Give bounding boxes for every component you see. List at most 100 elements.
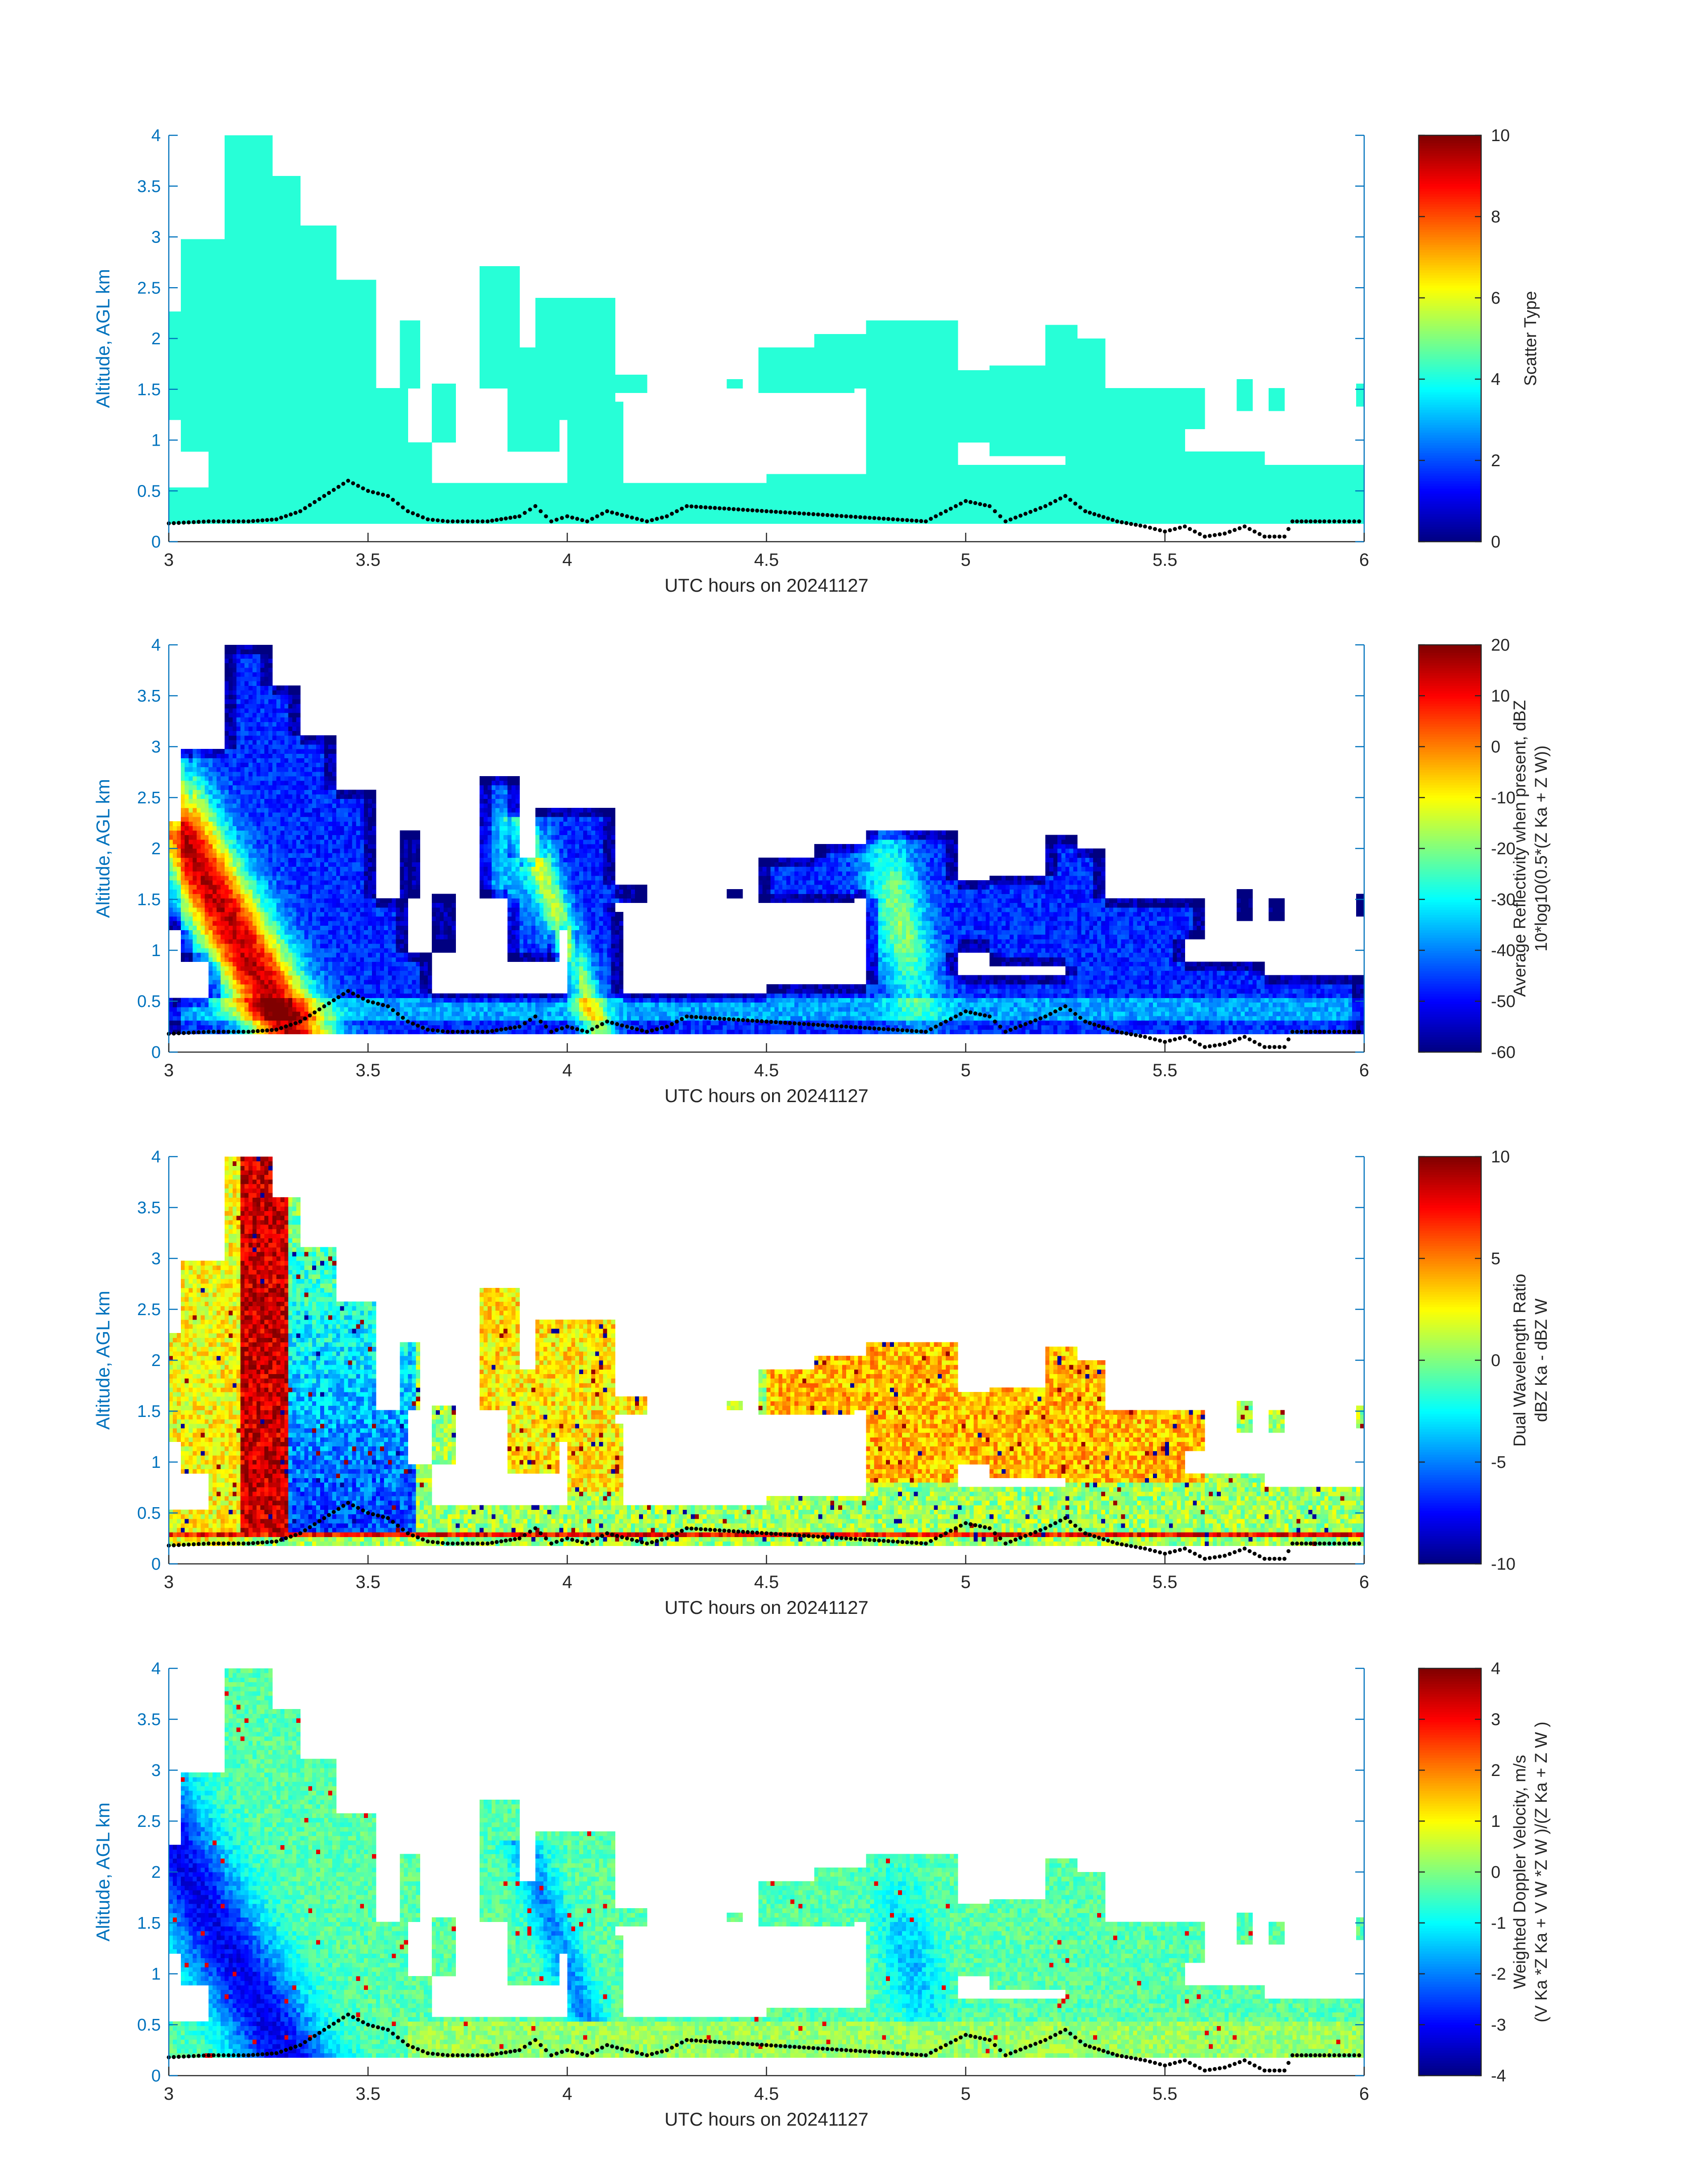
- heatmap-cell: [181, 293, 185, 298]
- heatmap-cell: [280, 492, 285, 497]
- heatmap-cell: [260, 217, 265, 221]
- heatmap-cell: [260, 167, 265, 172]
- heatmap-cell: [280, 483, 285, 488]
- heatmap-cell: [209, 397, 213, 402]
- heatmap-cell: [264, 163, 269, 167]
- heatmap-cell: [260, 460, 265, 465]
- heatmap-cell: [260, 501, 265, 506]
- heatmap-cell: [276, 497, 281, 501]
- heatmap-cell: [200, 298, 205, 303]
- heatmap-cell: [284, 356, 289, 361]
- heatmap-cell: [248, 203, 253, 208]
- heatmap-cell: [200, 397, 205, 402]
- heatmap-cell: [260, 239, 265, 244]
- heatmap-cell: [196, 447, 201, 452]
- heatmap-cell: [284, 316, 289, 321]
- heatmap-cell: [173, 393, 177, 397]
- heatmap-cell: [205, 370, 209, 375]
- heatmap-cell: [252, 239, 257, 244]
- heatmap-cell: [284, 478, 289, 483]
- heatmap-cell: [169, 316, 173, 321]
- heatmap-cell: [245, 307, 249, 312]
- heatmap-cell: [241, 343, 245, 348]
- heatmap-cell: [248, 483, 253, 488]
- heatmap-cell: [245, 465, 249, 470]
- heatmap-cell: [173, 506, 177, 510]
- heatmap-cell: [276, 370, 281, 375]
- heatmap-cell: [272, 375, 277, 380]
- heatmap-cell: [229, 257, 233, 262]
- heatmap-cell: [229, 253, 233, 258]
- heatmap-cell: [213, 257, 217, 262]
- heatmap-cell: [185, 514, 189, 519]
- heatmap-cell: [241, 379, 245, 384]
- heatmap-cell: [185, 248, 189, 253]
- heatmap-cell: [193, 510, 197, 515]
- heatmap-cell: [300, 338, 305, 343]
- heatmap-cell: [237, 465, 241, 470]
- heatmap-cell: [245, 257, 249, 262]
- heatmap-cell: [296, 262, 301, 267]
- heatmap-cell: [256, 469, 261, 474]
- heatmap-cell: [229, 492, 233, 497]
- heatmap-cell: [284, 185, 289, 190]
- heatmap-cell: [221, 334, 225, 339]
- heatmap-cell: [260, 284, 265, 289]
- heatmap-cell: [233, 135, 237, 140]
- heatmap-cell: [288, 266, 293, 271]
- heatmap-cell: [248, 366, 253, 371]
- heatmap-cell: [276, 298, 281, 303]
- heatmap-cell: [185, 316, 189, 321]
- heatmap-cell: [213, 325, 217, 330]
- heatmap-cell: [248, 158, 253, 163]
- heatmap-cell: [213, 311, 217, 316]
- heatmap-cell: [181, 253, 185, 258]
- heatmap-cell: [252, 208, 257, 213]
- heatmap-cell: [225, 226, 229, 230]
- heatmap-cell: [280, 384, 285, 389]
- heatmap-cell: [189, 356, 193, 361]
- heatmap-cell: [181, 488, 185, 493]
- heatmap-cell: [217, 379, 221, 384]
- heatmap-cell: [268, 443, 273, 447]
- heatmap-cell: [245, 415, 249, 420]
- heatmap-cell: [213, 266, 217, 271]
- heatmap-cell: [288, 253, 293, 258]
- heatmap-cell: [288, 465, 293, 470]
- heatmap-cell: [288, 356, 293, 361]
- heatmap-cell: [260, 140, 265, 145]
- heatmap-cell: [196, 406, 201, 411]
- heatmap-cell: [276, 257, 281, 262]
- heatmap-cell: [205, 356, 209, 361]
- heatmap-cell: [300, 257, 305, 262]
- heatmap-cell: [288, 226, 293, 230]
- heatmap-cell: [276, 185, 281, 190]
- heatmap-cell: [209, 393, 213, 397]
- heatmap-cell: [296, 239, 301, 244]
- heatmap-cell: [189, 361, 193, 366]
- heatmap-cell: [304, 451, 309, 456]
- heatmap-cell: [292, 469, 297, 474]
- heatmap-cell: [300, 316, 305, 321]
- heatmap-cell: [252, 379, 257, 384]
- heatmap-cell: [181, 356, 185, 361]
- heatmap-cell: [169, 497, 173, 501]
- heatmap-cell: [296, 469, 301, 474]
- heatmap-cell: [304, 465, 309, 470]
- heatmap-cell: [280, 311, 285, 316]
- heatmap-cell: [225, 514, 229, 519]
- heatmap-cell: [225, 492, 229, 497]
- heatmap-cell: [296, 429, 301, 434]
- heatmap-cell: [205, 361, 209, 366]
- heatmap-cell: [189, 262, 193, 267]
- heatmap-cell: [256, 248, 261, 253]
- heatmap-cell: [185, 289, 189, 294]
- heatmap-cell: [300, 330, 305, 334]
- heatmap-cell: [260, 230, 265, 235]
- heatmap-cell: [221, 393, 225, 397]
- heatmap-cell: [268, 234, 273, 239]
- heatmap-cell: [200, 438, 205, 443]
- heatmap-cell: [233, 393, 237, 397]
- heatmap-cell: [292, 334, 297, 339]
- heatmap-cell: [181, 424, 185, 429]
